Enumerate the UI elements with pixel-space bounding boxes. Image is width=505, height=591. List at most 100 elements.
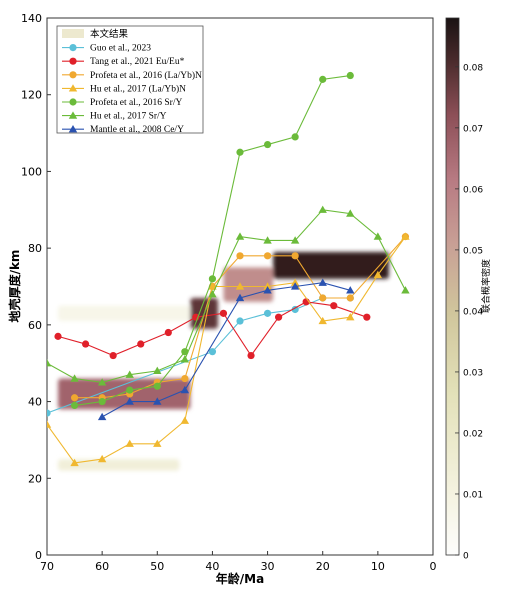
y-tick-label: 140 [21, 12, 42, 25]
data-point [401, 232, 410, 240]
data-point [263, 140, 272, 149]
data-point [125, 439, 134, 447]
heatmap-band [273, 251, 389, 279]
data-point [263, 236, 272, 244]
series-line [47, 209, 406, 383]
colorbar-tick-label: 0.02 [463, 429, 483, 439]
heatmap-band [58, 305, 191, 322]
legend-label: Hu et al., 2017 Sr/Y [90, 112, 167, 122]
colorbar: 0 0.01 0.02 0.03 0.04 0.05 0.06 0.07 0.08 联合概率密度 [445, 17, 492, 562]
data-point [235, 282, 245, 290]
data-point [346, 294, 354, 302]
data-point [70, 458, 79, 467]
x-tick-label: 10 [371, 560, 385, 573]
y-tick-label: 0 [35, 549, 42, 562]
data-point [109, 351, 117, 360]
data-point [98, 397, 106, 406]
heatmap-band [223, 267, 274, 302]
data-point [164, 328, 172, 337]
data-point [290, 278, 300, 286]
legend-label: Tang et al., 2021 Eu/Eu* [90, 57, 185, 67]
data-point [153, 366, 162, 375]
series [47, 205, 410, 386]
data-point [47, 420, 52, 428]
y-axis-title: 地壳厚度/km [7, 250, 22, 323]
data-point [97, 454, 107, 463]
colorbar-gradient [445, 17, 460, 556]
x-tick-label: 40 [205, 560, 219, 573]
data-point [263, 252, 272, 260]
x-axis-title: 年龄/Ma [216, 571, 264, 586]
series [47, 232, 410, 467]
data-point [263, 309, 272, 317]
data-point [125, 370, 134, 378]
data-point [219, 309, 228, 317]
data-point [319, 75, 327, 83]
data-point [153, 439, 162, 447]
data-point [70, 394, 79, 402]
data-point [137, 340, 145, 348]
data-point [208, 282, 217, 290]
legend-label: Guo et al., 2023 [90, 44, 151, 54]
data-point [125, 397, 134, 405]
data-point [208, 348, 217, 356]
legend-marker [68, 125, 78, 133]
data-point [373, 232, 383, 240]
data-point [247, 351, 255, 360]
data-point [181, 374, 189, 383]
data-point [319, 294, 327, 302]
legend-marker [68, 111, 78, 119]
data-point [291, 133, 299, 141]
data-point [330, 302, 338, 310]
data-point [290, 282, 300, 290]
x-tick-label: 30 [261, 560, 275, 573]
series-line [47, 236, 406, 464]
data-point [82, 340, 90, 348]
legend-marker [68, 84, 78, 92]
data-point [153, 397, 162, 405]
colorbar-title: 联合概率密度 [480, 259, 492, 313]
y-tick-label: 120 [21, 89, 42, 102]
legend-label: Profeta et al., 2016 Sr/Y [90, 97, 182, 108]
legend-marker [69, 44, 77, 52]
x-tick-label: 70 [40, 560, 54, 573]
data-point [70, 374, 79, 382]
legend-label: Profeta et al., 2016 (La/Yb)N [90, 70, 202, 81]
data-point [263, 282, 272, 290]
colorbar-tick-label: 0.04 [463, 307, 483, 317]
y-tick-label: 60 [28, 319, 42, 332]
legend-label: Hu et al., 2017 (La/Yb)N [90, 83, 186, 94]
series-layer [47, 71, 410, 467]
x-tick-label: 50 [150, 560, 164, 573]
data-point [275, 313, 283, 321]
data-point [47, 359, 52, 367]
data-point [290, 236, 300, 244]
data-point [236, 148, 244, 156]
y-tick-label: 80 [28, 242, 42, 255]
data-point [263, 286, 272, 294]
y-tick-label: 100 [21, 165, 42, 178]
colorbar-tick-label: 0.01 [463, 490, 483, 500]
legend-marker [69, 98, 77, 106]
data-point [346, 209, 355, 217]
legend-label: 本文结果 [90, 28, 129, 40]
data-point [70, 401, 79, 410]
data-point [318, 205, 327, 213]
x-tick-label: 20 [316, 560, 330, 573]
data-point [97, 378, 107, 386]
x-tick-label: 0 [430, 560, 437, 573]
series [97, 278, 355, 421]
heatmap-band [58, 459, 180, 471]
legend-swatch-heatmap [62, 29, 84, 38]
data-point [291, 305, 299, 314]
x-tick-label: 60 [95, 560, 109, 573]
y-tick-label: 20 [28, 472, 42, 485]
data-point [401, 286, 410, 294]
series [70, 233, 410, 402]
data-point [208, 289, 217, 298]
legend-marker [69, 71, 77, 79]
colorbar-tick-label: 0.03 [463, 368, 483, 378]
colorbar-tick-label: 0.07 [463, 124, 483, 134]
